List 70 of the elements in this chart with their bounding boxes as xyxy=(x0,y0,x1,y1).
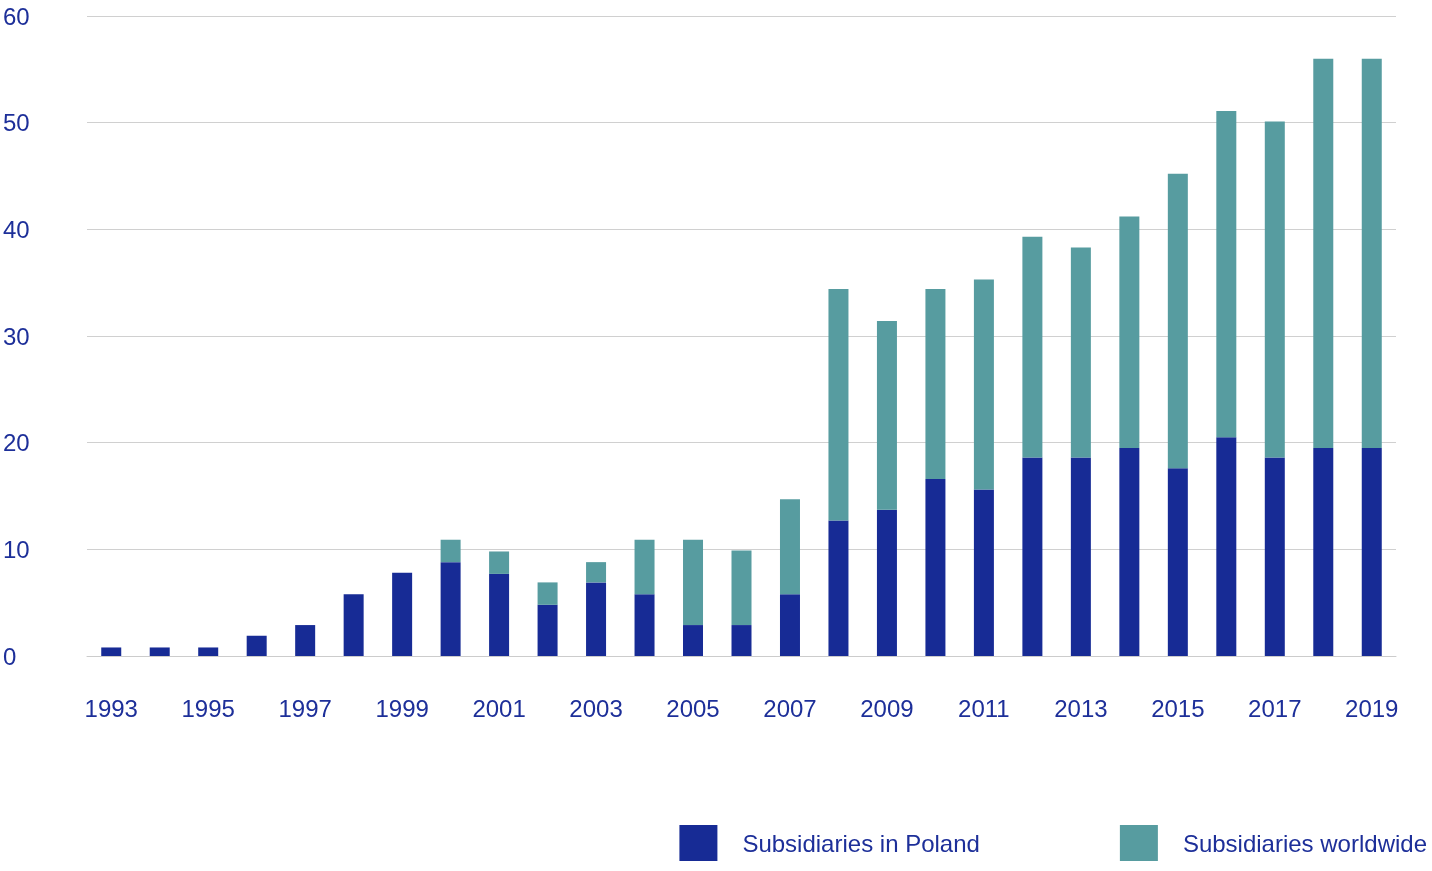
bar xyxy=(440,539,461,563)
bar xyxy=(925,289,946,479)
bar xyxy=(779,594,800,656)
x-tick-label: 1995 xyxy=(181,694,235,722)
x-tick-label: 2017 xyxy=(1248,694,1302,722)
bar xyxy=(1119,448,1140,656)
bar xyxy=(1167,468,1188,656)
y-tick-label: 30 xyxy=(3,322,30,350)
x-tick-label: 1993 xyxy=(84,694,138,722)
bar xyxy=(1264,121,1285,458)
bar xyxy=(779,499,800,595)
bar xyxy=(731,550,752,626)
bar xyxy=(1313,448,1334,656)
bar xyxy=(683,625,704,656)
legend-label: Subsidiaries in Poland xyxy=(742,829,980,857)
bar xyxy=(295,625,316,656)
bar xyxy=(1167,173,1188,469)
bar xyxy=(1313,58,1334,448)
y-tick-label: 60 xyxy=(3,2,30,30)
bar xyxy=(1070,247,1091,458)
x-tick-label: 2013 xyxy=(1054,694,1108,722)
bar xyxy=(1022,236,1043,458)
bar xyxy=(731,625,752,656)
bar xyxy=(586,582,607,656)
x-tick-label: 2003 xyxy=(569,694,623,722)
bar xyxy=(392,572,413,656)
x-tick-label: 2009 xyxy=(860,694,914,722)
bar xyxy=(828,289,849,521)
bar xyxy=(149,647,170,656)
x-tick-label: 2015 xyxy=(1151,694,1205,722)
y-tick-label: 40 xyxy=(3,215,30,243)
bar xyxy=(198,647,219,656)
bar xyxy=(1070,457,1091,656)
x-tick-label: 1997 xyxy=(278,694,332,722)
bar xyxy=(489,551,510,574)
bar xyxy=(1264,457,1285,656)
bar xyxy=(1119,216,1140,448)
x-tick-label: 1999 xyxy=(375,694,429,722)
bar xyxy=(1022,457,1043,656)
x-tick-label: 2007 xyxy=(763,694,817,722)
bar xyxy=(246,635,267,656)
legend-label: Subsidiaries worldwide xyxy=(1182,829,1428,857)
bar xyxy=(634,539,655,595)
bar xyxy=(925,478,946,656)
bar xyxy=(489,573,510,656)
bar xyxy=(1216,437,1237,656)
bar xyxy=(1361,448,1382,656)
x-tick-label: 2011 xyxy=(958,694,1010,722)
y-tick-label: 0 xyxy=(3,642,17,670)
bar xyxy=(440,562,461,656)
bar xyxy=(828,520,849,656)
bar xyxy=(537,604,558,656)
x-tick-label: 2019 xyxy=(1345,694,1399,722)
bar xyxy=(973,489,994,656)
bar xyxy=(634,594,655,656)
bar xyxy=(876,509,897,656)
x-tick-label: 2001 xyxy=(472,694,526,722)
bar xyxy=(101,647,122,656)
y-tick-label: 10 xyxy=(3,535,30,563)
bar xyxy=(1216,110,1237,438)
x-tick-label: 2005 xyxy=(666,694,720,722)
bar xyxy=(973,279,994,490)
y-tick-label: 20 xyxy=(3,429,30,457)
bar xyxy=(1361,58,1382,448)
bar xyxy=(586,562,607,583)
y-tick-label: 50 xyxy=(3,109,30,137)
bar xyxy=(537,582,558,605)
bar xyxy=(343,594,364,656)
bar xyxy=(683,539,704,626)
bar xyxy=(876,321,897,510)
